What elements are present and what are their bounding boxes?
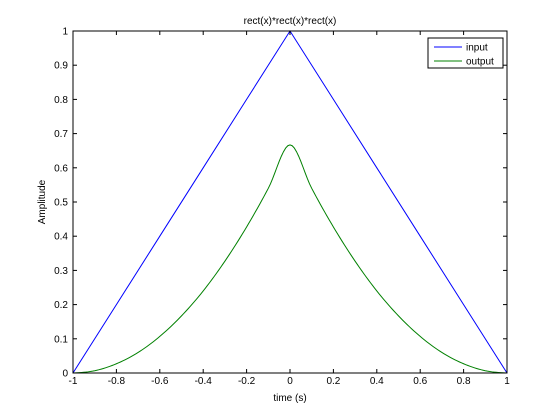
plot-area xyxy=(73,31,507,373)
y-axis-ticks: 0 0.1 0.2 0.3 0.4 0.5 0.6 0.7 0.8 0.9 1 xyxy=(54,27,507,380)
x-tick-label: 0.8 xyxy=(457,376,471,387)
x-axis-ticks: -1 -0.8 -0.6 -0.4 -0.2 0 0.2 0.4 0.6 0.8 1 xyxy=(69,31,510,387)
series-line-output xyxy=(72,144,508,374)
x-tick-label: -0.4 xyxy=(195,376,213,387)
x-axis-label: time (s) xyxy=(273,393,306,404)
x-tick-label: 0.6 xyxy=(413,376,427,387)
y-tick-label: 0.3 xyxy=(54,266,68,277)
x-tick-label: -0.8 xyxy=(108,376,126,387)
x-tick-label: 0 xyxy=(287,376,293,387)
x-tick-label: 0.4 xyxy=(370,376,384,387)
x-tick-label: -0.2 xyxy=(238,376,256,387)
y-tick-label: 0.9 xyxy=(54,61,68,72)
y-tick-label: 0.1 xyxy=(54,334,68,345)
x-tick-label: -0.6 xyxy=(151,376,169,387)
legend-box xyxy=(427,37,504,69)
y-tick-label: 0.8 xyxy=(54,95,68,106)
y-axis-label: Amplitude xyxy=(37,179,48,224)
x-tick-label: 1 xyxy=(504,376,510,387)
y-tick-label: 0.5 xyxy=(54,198,68,209)
legend: input output xyxy=(427,37,504,69)
y-tick-label: 0.6 xyxy=(54,163,68,174)
legend-label-input: input xyxy=(466,43,488,54)
x-tick-label: -1 xyxy=(69,376,78,387)
y-tick-label: 0.4 xyxy=(54,232,68,243)
y-tick-label: 0.7 xyxy=(54,129,68,140)
y-tick-label: 0 xyxy=(62,369,68,380)
legend-label-output: output xyxy=(466,57,494,68)
y-tick-label: 0.2 xyxy=(54,300,68,311)
y-tick-label: 1 xyxy=(62,27,68,38)
chart-title: rect(x)*rect(x)*rect(x) xyxy=(244,16,337,27)
x-tick-label: 0.2 xyxy=(326,376,340,387)
